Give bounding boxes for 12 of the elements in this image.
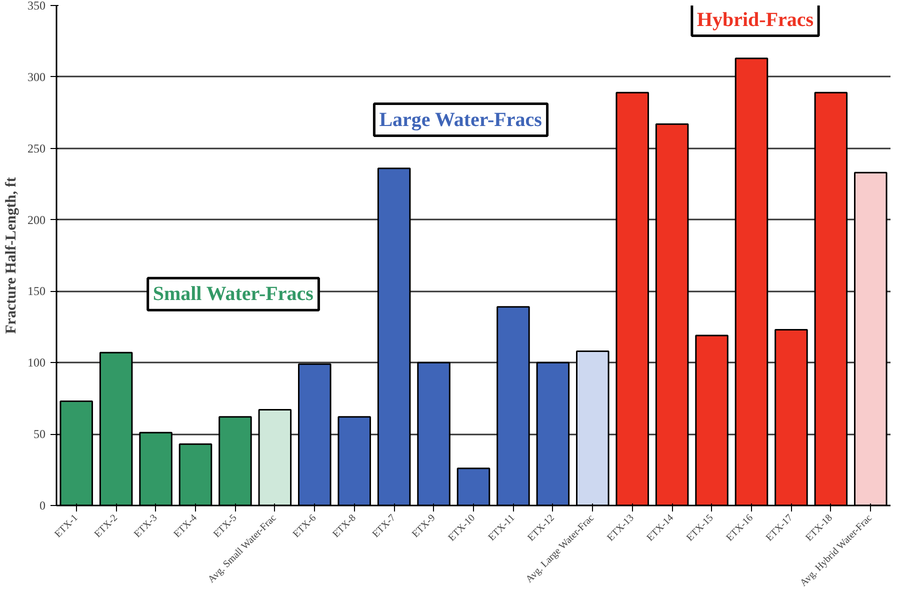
y-tick-label: 300 bbox=[28, 70, 46, 84]
y-tick-label: 0 bbox=[40, 498, 46, 512]
y-tick-label: 150 bbox=[28, 284, 46, 298]
y-tick-label: 200 bbox=[28, 212, 46, 227]
y-tick-label: 50 bbox=[34, 427, 46, 442]
y-tick-label: 350 bbox=[28, 0, 46, 12]
y-tick-label: 250 bbox=[28, 141, 46, 156]
annotation: Hybrid-Fracs bbox=[696, 8, 814, 31]
annotation: Large Water-Fracs bbox=[379, 108, 542, 131]
y-tick-label: 100 bbox=[28, 356, 46, 370]
annotation: Small Water-Fracs bbox=[152, 283, 314, 306]
y-axis-title: Fracture Half-Length, ft bbox=[4, 177, 20, 334]
